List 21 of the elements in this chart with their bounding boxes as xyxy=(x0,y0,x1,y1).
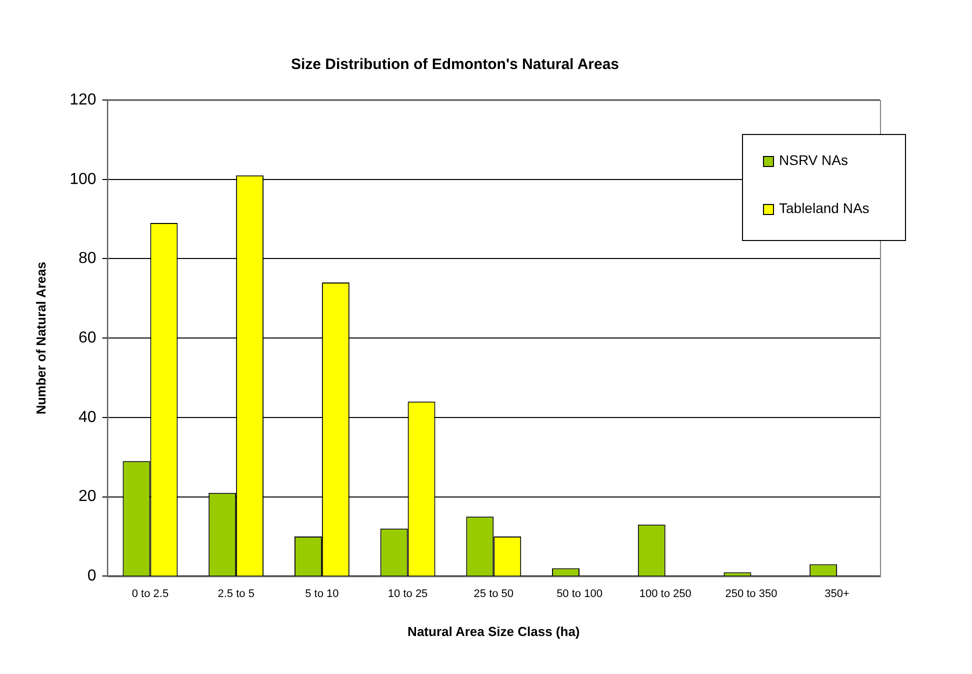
y-tick-label: 60 xyxy=(78,330,96,347)
x-tick-label: 250 to 350 xyxy=(725,588,778,600)
y-tick-label: 100 xyxy=(70,170,96,188)
x-tick-label: 5 to 10 xyxy=(305,588,339,600)
x-axis-title: Natural Area Size Class (ha) xyxy=(408,624,580,639)
legend-label: NSRV NAs xyxy=(779,152,848,168)
y-tick-label: 120 xyxy=(70,91,96,108)
x-tick-label: 50 to 100 xyxy=(556,588,602,600)
chart-title: Size Distribution of Edmonton's Natural Areas xyxy=(290,56,620,74)
y-tick-label: 40 xyxy=(78,408,96,426)
y-tick-label: 20 xyxy=(78,488,96,506)
y-axis-title: Number of Natural Areas xyxy=(33,262,48,414)
x-tick-label: 100 to 250 xyxy=(639,588,692,600)
x-tick-label: 350+ xyxy=(824,588,850,600)
x-tick-label: 10 to 25 xyxy=(388,588,428,600)
y-tick-label: 80 xyxy=(78,250,96,268)
x-tick-label: 25 to 50 xyxy=(474,588,514,600)
legend-label: Tableland NAs xyxy=(779,200,870,216)
x-tick-label: 0 to 2.5 xyxy=(132,588,169,600)
x-tick-label: 2.5 to 5 xyxy=(218,588,254,600)
y-tick-label: 0 xyxy=(87,568,96,585)
